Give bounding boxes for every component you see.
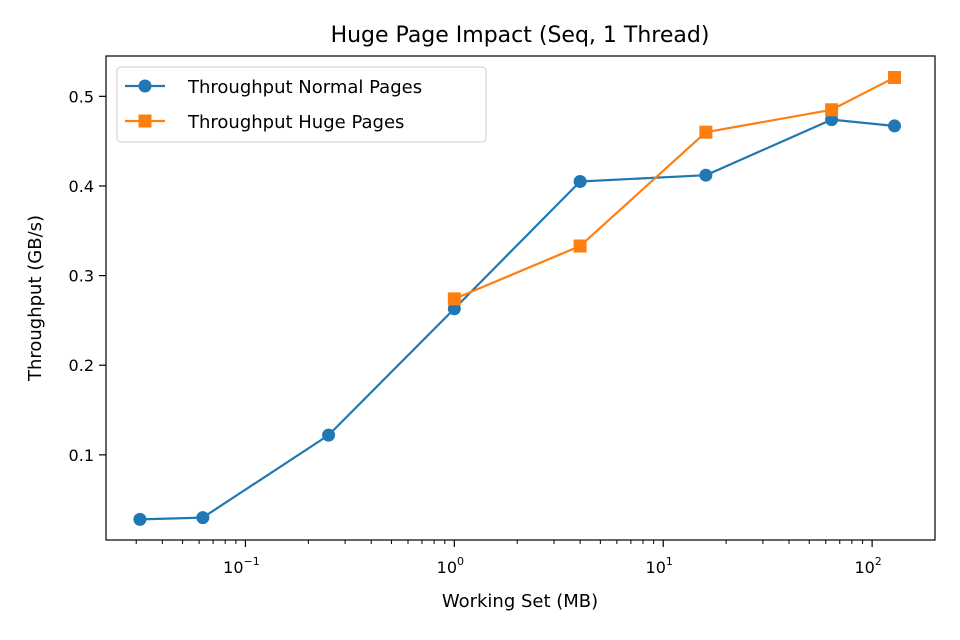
y-axis-ticks: 0.1 0.2 0.3 0.4 0.5 (69, 87, 106, 465)
legend-entry-normal: Throughput Normal Pages (187, 77, 422, 98)
data-point (888, 119, 902, 133)
data-point (888, 71, 902, 85)
y-tick-label: 0.2 (69, 356, 94, 375)
data-point (133, 512, 147, 526)
data-point (573, 174, 587, 188)
data-point (573, 239, 587, 253)
x-axis-label: Working Set (MB) (442, 591, 598, 612)
x-axis-ticks: 10−1 100 101 102 (135, 540, 882, 577)
x-tick-label: 10−1 (223, 555, 260, 577)
data-point (825, 113, 839, 127)
y-tick-label: 0.4 (69, 177, 94, 196)
plot-frame (105, 55, 936, 541)
data-point (447, 292, 461, 306)
y-axis-label: Throughput (GB/s) (25, 215, 46, 382)
series-layer (133, 71, 902, 526)
y-tick-label: 0.1 (69, 446, 94, 465)
data-point (447, 302, 461, 316)
legend-entry-huge: Throughput Huge Pages (187, 112, 404, 133)
chart-title: Huge Page Impact (Seq, 1 Thread) (331, 23, 710, 48)
data-point (196, 511, 210, 525)
data-point (699, 168, 713, 182)
data-point (322, 428, 336, 442)
x-tick-label: 102 (854, 555, 881, 577)
series-line-0 (139, 118, 895, 521)
y-tick-label: 0.3 (69, 267, 94, 286)
legend: Throughput Normal Pages Throughput Huge … (116, 66, 487, 143)
data-point (699, 125, 713, 139)
legend-marker-huge (138, 114, 152, 128)
x-tick-label: 101 (646, 555, 673, 577)
x-tick-label: 100 (437, 555, 464, 577)
legend-marker-normal (138, 79, 152, 93)
data-point (825, 103, 839, 117)
y-tick-label: 0.5 (69, 87, 94, 106)
legend-box (116, 66, 487, 143)
